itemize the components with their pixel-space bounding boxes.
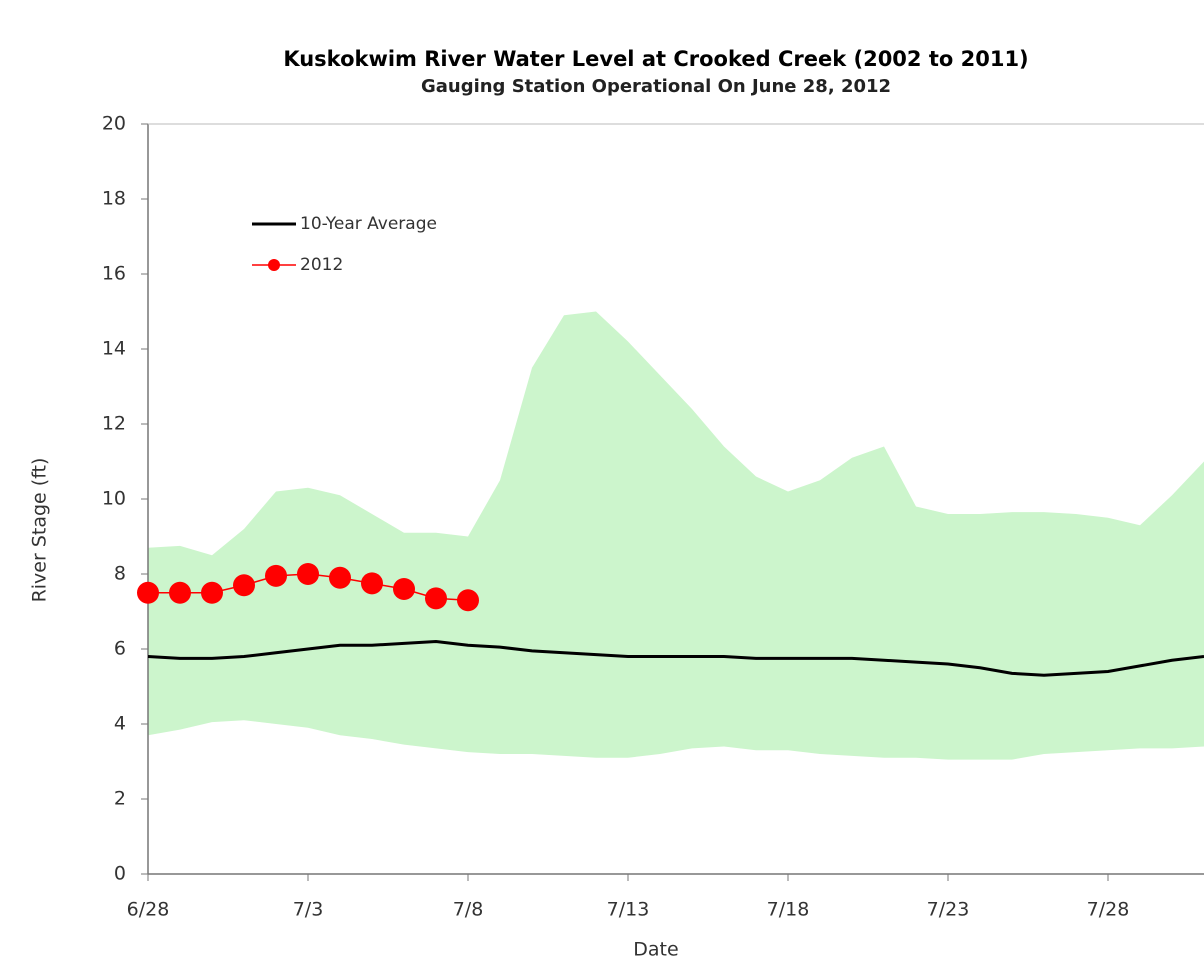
y-axis-label: River Stage (ft) [29, 458, 51, 603]
series-marker [233, 574, 255, 597]
series-marker [361, 572, 383, 595]
y-tick-label: 4 [114, 713, 126, 735]
y-tick-label: 6 [114, 638, 126, 660]
series-marker [329, 566, 351, 589]
range-band [148, 311, 1204, 760]
series-marker [425, 587, 447, 610]
chart-title: Kuskokwim River Water Level at Crooked C… [283, 47, 1028, 71]
legend-label: 10-Year Average [300, 214, 437, 234]
legend-marker [268, 259, 280, 271]
legend-label: 2012 [300, 255, 343, 275]
series-marker [137, 581, 159, 604]
x-tick-label: 7/3 [293, 899, 324, 921]
y-tick-label: 12 [102, 413, 126, 435]
series-marker [169, 581, 191, 604]
x-tick-label: 7/13 [607, 899, 650, 921]
y-tick-label: 8 [114, 563, 126, 585]
chart-subtitle: Gauging Station Operational On June 28, … [421, 76, 891, 97]
y-tick-label: 10 [102, 488, 126, 510]
y-tick-label: 18 [102, 188, 126, 210]
x-tick-label: 6/28 [127, 899, 170, 921]
y-tick-label: 16 [102, 263, 126, 285]
x-tick-label: 7/28 [1087, 899, 1130, 921]
series-marker [201, 581, 223, 604]
series-line [147, 639, 1204, 677]
series-marker [297, 563, 319, 585]
series-marker [457, 589, 479, 612]
x-tick-label: 7/23 [927, 899, 970, 921]
x-tick-label: 7/18 [767, 899, 810, 921]
x-tick-label: 7/8 [453, 899, 484, 921]
series-marker [393, 578, 415, 600]
y-tick-label: 14 [102, 338, 126, 360]
y-tick-label: 0 [114, 863, 126, 885]
y-tick-label: 20 [102, 113, 126, 135]
series-marker [265, 564, 287, 587]
y-tick-label: 2 [114, 788, 126, 810]
x-axis-label: Date [633, 939, 678, 961]
